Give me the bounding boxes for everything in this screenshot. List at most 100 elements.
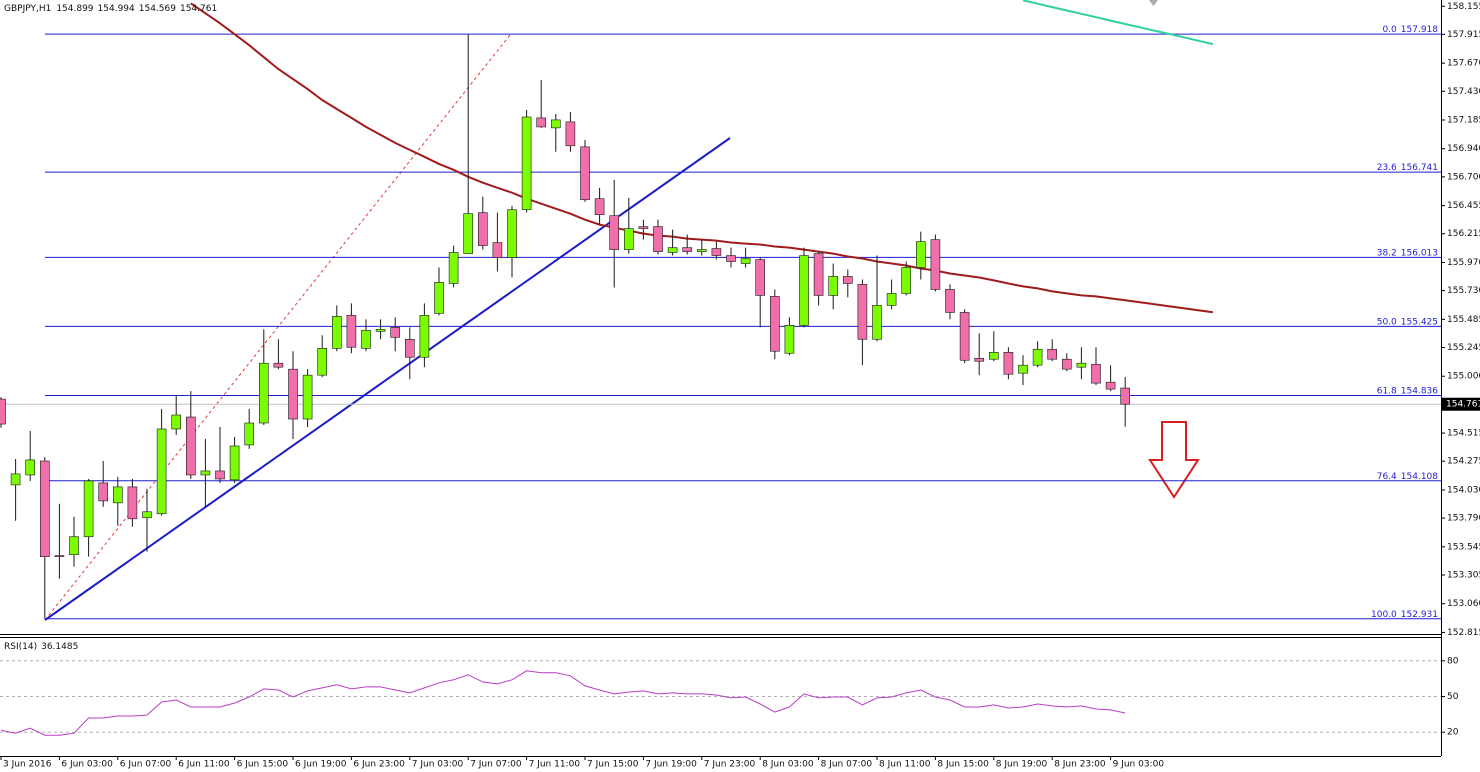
y-tick-label: 157.670 — [1447, 59, 1480, 69]
x-tick-label: 7 Jun 19:00 — [645, 760, 697, 770]
fib-price: 152.931 — [1401, 609, 1438, 619]
candle-body — [361, 330, 371, 349]
x-tick-label: 3 Jun 2016 — [3, 760, 52, 770]
y-tick-label: 153.790 — [1447, 514, 1480, 524]
y-tick-label: 156.700 — [1447, 172, 1480, 182]
candle-body — [550, 119, 561, 129]
candle-body — [711, 248, 722, 256]
y-tick-label: 158.155 — [1447, 2, 1480, 12]
current-price-label: 154.761 — [1446, 400, 1480, 410]
candle-body — [755, 259, 766, 296]
high-value: 154.994 — [98, 4, 135, 14]
candle-body — [1047, 348, 1057, 360]
candle-body — [404, 338, 415, 358]
candle-body — [857, 284, 868, 340]
fib-price: 154.836 — [1401, 386, 1438, 396]
candle-body — [477, 212, 488, 246]
fib-ratio: 61.8 — [1377, 386, 1397, 396]
x-tick-label: 8 Jun 15:00 — [937, 760, 989, 770]
y-tick-label: 154.275 — [1447, 457, 1480, 467]
candle-body — [945, 289, 955, 313]
x-tick-label: 8 Jun 19:00 — [996, 760, 1048, 770]
y-tick-label: 157.430 — [1447, 87, 1480, 97]
rsi-line — [0, 670, 1126, 736]
candle-body — [901, 267, 912, 294]
fib-price: 155.425 — [1401, 317, 1438, 327]
candle-body — [1076, 362, 1087, 368]
candle-body — [492, 242, 503, 258]
fib-label: 23.6 156.741 — [1377, 163, 1438, 173]
fib-ratio: 23.6 — [1377, 163, 1397, 173]
candle-body — [317, 348, 328, 376]
y-tick-label: 155.000 — [1447, 372, 1480, 382]
y-tick-label: 156.455 — [1447, 201, 1480, 211]
candle-body — [653, 226, 663, 252]
candle-body — [0, 398, 6, 425]
candle-body — [886, 293, 897, 306]
candle-body — [69, 536, 79, 555]
candle-body — [142, 511, 152, 519]
candle-body — [273, 362, 284, 368]
candle-body — [156, 428, 167, 515]
candle-body — [258, 362, 269, 424]
candle-body — [623, 228, 634, 250]
candle-body — [536, 117, 547, 128]
candle-body — [54, 555, 65, 557]
candle-body — [39, 460, 50, 557]
candle-body — [25, 459, 36, 476]
x-tick-label: 6 Jun 15:00 — [237, 760, 289, 770]
fib-label: 0.0 157.918 — [1382, 25, 1438, 35]
x-tick-label: 9 Jun 03:00 — [1113, 760, 1165, 770]
price-panel: 0.0 157.918 23.6 156.741 38.2 156.013 50.0 155.… — [0, 0, 1441, 621]
y-tick-label: 157.915 — [1447, 30, 1480, 40]
fib-price: 154.108 — [1401, 471, 1438, 481]
candle-body — [288, 368, 298, 420]
candle-body — [448, 252, 459, 284]
fib-ratio: 0.0 — [1382, 25, 1397, 35]
candle-body — [171, 414, 181, 430]
y-tick-label: 155.485 — [1447, 315, 1480, 325]
candle-body — [419, 315, 430, 358]
fib-label: 100.0 152.931 — [1371, 609, 1438, 619]
low-value: 154.569 — [139, 4, 176, 14]
candle-body — [83, 480, 94, 538]
y-tick-label: 156.940 — [1447, 144, 1480, 154]
candle-body — [930, 239, 941, 290]
symbol: GBPJPY,H1 — [4, 4, 51, 14]
x-tick-label: 7 Jun 07:00 — [470, 760, 522, 770]
candle-body — [1032, 348, 1043, 366]
header: GBPJPY,H1 154.899 154.994 154.569 154.761 — [4, 4, 217, 14]
x-tick-label: 8 Jun 07:00 — [821, 760, 873, 770]
y-tick-label: 155.730 — [1447, 286, 1480, 296]
x-tick-label: 7 Jun 23:00 — [704, 760, 756, 770]
fib-trend-line — [44, 34, 511, 621]
candle-body — [1062, 358, 1072, 370]
down-arrow — [1148, 421, 1200, 499]
candle-body — [696, 249, 707, 252]
candle-body — [609, 215, 620, 250]
indicator-line — [190, 2, 1213, 314]
y-tick-label: 153.060 — [1447, 599, 1480, 609]
candle-body — [521, 116, 532, 211]
shift-marker — [1149, 0, 1158, 6]
x-tick-label: 6 Jun 03:00 — [61, 760, 113, 770]
candle-body — [842, 276, 853, 284]
candle-body — [200, 470, 211, 476]
x-tick-label: 8 Jun 03:00 — [762, 760, 814, 770]
candle-body — [463, 213, 474, 254]
x-tick-label: 8 Jun 23:00 — [1054, 760, 1106, 770]
candle-body — [10, 473, 21, 486]
candle-body — [1120, 387, 1130, 405]
candle-body — [331, 316, 342, 349]
candle-body — [127, 486, 138, 520]
candle-body — [769, 296, 780, 352]
x-tick-label: 7 Jun 03:00 — [412, 760, 464, 770]
candle-body — [580, 146, 590, 201]
fib-label: 50.0 155.425 — [1377, 317, 1438, 327]
fib-label: 38.2 156.013 — [1377, 248, 1438, 258]
x-tick-label: 8 Jun 11:00 — [879, 760, 931, 770]
candle-body — [988, 351, 999, 360]
